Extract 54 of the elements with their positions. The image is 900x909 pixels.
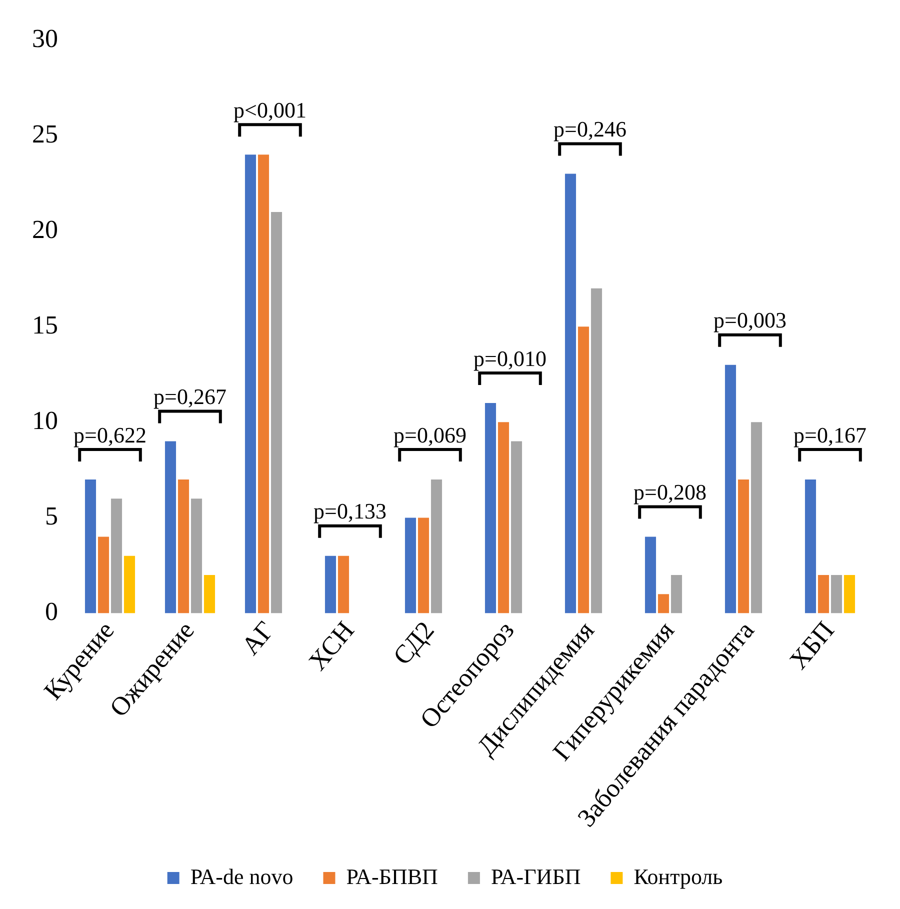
bar	[590, 288, 602, 614]
bar	[510, 441, 522, 614]
bar	[418, 518, 430, 614]
annotation: p=0,167	[794, 422, 866, 448]
y-tick-label: 30	[32, 24, 58, 53]
bar	[670, 575, 682, 614]
bar	[818, 575, 830, 614]
bar	[844, 575, 856, 614]
bar	[430, 479, 442, 614]
annotation: p=0,208	[634, 480, 706, 505]
bar	[644, 536, 656, 614]
bar	[564, 174, 576, 614]
bar	[830, 575, 842, 614]
bar	[498, 422, 510, 614]
legend-label: РА-de novo	[190, 864, 294, 889]
annotation: p=0,069	[394, 422, 466, 448]
y-tick-label: 10	[32, 406, 58, 435]
annotation: p=0,133	[314, 498, 386, 524]
bar	[484, 403, 496, 614]
bar	[724, 364, 736, 614]
annotation: p<0,001	[234, 97, 306, 122]
annotation: p=0,010	[474, 346, 546, 371]
legend-label: Контроль	[634, 864, 723, 889]
bar	[404, 518, 416, 614]
legend-label: РА-БПВП	[346, 864, 438, 889]
bar	[110, 498, 122, 614]
bar	[750, 422, 762, 614]
bar	[270, 212, 282, 614]
y-tick-label: 20	[32, 214, 58, 244]
bar	[338, 556, 350, 614]
legend-label: РА-ГИБП	[490, 864, 581, 889]
bar	[258, 154, 270, 614]
y-tick-label: 0	[45, 597, 58, 626]
y-tick-label: 15	[32, 310, 58, 340]
bar	[658, 594, 670, 614]
bar	[804, 479, 816, 614]
annotation: p=0,622	[74, 422, 146, 448]
bar	[738, 479, 750, 614]
annotation: p=0,246	[554, 116, 626, 142]
y-tick-label: 25	[32, 119, 58, 148]
bar	[190, 498, 202, 614]
annotation: p=0,003	[714, 308, 786, 333]
bar	[244, 154, 256, 614]
bar	[98, 536, 110, 614]
bar	[124, 556, 136, 614]
bar	[204, 575, 216, 614]
x-tick-label: АГ	[236, 616, 280, 660]
bar	[324, 556, 336, 614]
bar	[84, 479, 96, 614]
bar	[164, 441, 176, 614]
annotation: p=0,267	[154, 384, 226, 410]
bar	[578, 326, 590, 614]
bar	[178, 479, 190, 614]
y-tick-label: 5	[45, 502, 58, 531]
